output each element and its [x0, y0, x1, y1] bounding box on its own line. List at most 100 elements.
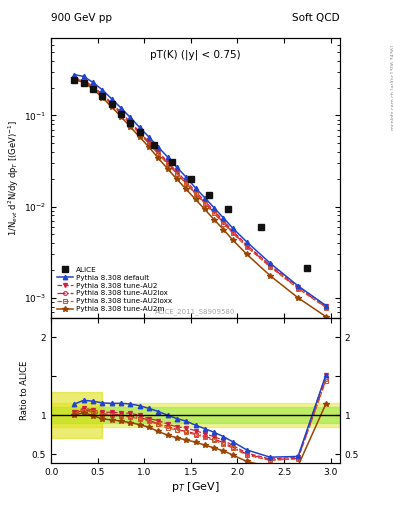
Pythia 8.308 tune-AU2m — [91, 86, 95, 92]
Pythia 8.308 tune-AU2lox — [202, 200, 207, 206]
Pythia 8.308 tune-AU2lox — [91, 84, 95, 90]
Pythia 8.308 tune-AU2 — [100, 91, 105, 97]
ALICE — [81, 80, 86, 87]
Pythia 8.308 tune-AU2lox — [147, 140, 151, 146]
Pythia 8.308 tune-AU2lox — [100, 92, 105, 98]
Pythia 8.308 tune-AU2loxx — [296, 286, 300, 292]
Pythia 8.308 tune-AU2loxx — [221, 221, 226, 227]
Line: Pythia 8.308 tune-AU2lox: Pythia 8.308 tune-AU2lox — [72, 77, 328, 309]
Pythia 8.308 tune-AU2lox — [128, 120, 133, 126]
Pythia 8.308 default — [268, 260, 272, 266]
Pythia 8.308 default — [147, 134, 151, 140]
ALICE — [151, 142, 156, 148]
Pythia 8.308 tune-AU2m — [137, 134, 142, 140]
Line: Pythia 8.308 tune-AU2m: Pythia 8.308 tune-AU2m — [72, 77, 329, 319]
Pythia 8.308 default — [221, 215, 226, 221]
Pythia 8.308 tune-AU2 — [72, 75, 77, 81]
Pythia 8.308 tune-AU2lox — [212, 209, 217, 216]
Pythia 8.308 tune-AU2m — [244, 251, 249, 258]
Pythia 8.308 tune-AU2 — [193, 188, 198, 195]
Pythia 8.308 tune-AU2m — [212, 217, 217, 223]
Y-axis label: Ratio to ALICE: Ratio to ALICE — [20, 361, 29, 420]
Pythia 8.308 tune-AU2loxx — [156, 151, 161, 157]
ALICE — [258, 224, 263, 230]
ALICE — [100, 93, 105, 99]
Pythia 8.308 tune-AU2 — [147, 139, 151, 145]
Pythia 8.308 default — [174, 164, 179, 170]
Pythia 8.308 tune-AU2m — [156, 155, 161, 161]
Pythia 8.308 tune-AU2 — [109, 100, 114, 106]
Legend: ALICE, Pythia 8.308 default, Pythia 8.308 tune-AU2, Pythia 8.308 tune-AU2lox, Py: ALICE, Pythia 8.308 default, Pythia 8.30… — [55, 265, 174, 314]
Pythia 8.308 tune-AU2lox — [184, 180, 189, 186]
Pythia 8.308 default — [323, 303, 328, 309]
Pythia 8.308 tune-AU2loxx — [165, 161, 170, 167]
Pythia 8.308 tune-AU2loxx — [184, 181, 189, 187]
Pythia 8.308 tune-AU2 — [165, 159, 170, 165]
Text: 900 GeV pp: 900 GeV pp — [51, 13, 112, 23]
Pythia 8.308 default — [244, 239, 249, 245]
Pythia 8.308 tune-AU2loxx — [193, 191, 198, 197]
Pythia 8.308 tune-AU2 — [244, 242, 249, 248]
Pythia 8.308 tune-AU2 — [137, 129, 142, 135]
Line: Pythia 8.308 tune-AU2: Pythia 8.308 tune-AU2 — [72, 76, 328, 308]
Pythia 8.308 tune-AU2 — [212, 208, 217, 214]
Pythia 8.308 default — [165, 154, 170, 160]
Pythia 8.308 tune-AU2m — [81, 79, 86, 85]
Bar — [51, 408, 340, 423]
Pythia 8.308 tune-AU2 — [323, 303, 328, 309]
Pythia 8.308 tune-AU2m — [230, 237, 235, 243]
Pythia 8.308 tune-AU2 — [296, 284, 300, 290]
Pythia 8.308 default — [91, 79, 95, 86]
Line: Pythia 8.308 tune-AU2loxx: Pythia 8.308 tune-AU2loxx — [72, 77, 328, 310]
Pythia 8.308 tune-AU2m — [174, 176, 179, 182]
Pythia 8.308 tune-AU2m — [72, 77, 77, 83]
Pythia 8.308 tune-AU2lox — [323, 304, 328, 310]
Pythia 8.308 tune-AU2lox — [109, 101, 114, 107]
ALICE — [91, 86, 95, 92]
ALICE — [305, 265, 310, 271]
Pythia 8.308 default — [296, 283, 300, 289]
Pythia 8.308 tune-AU2 — [202, 198, 207, 204]
Line: ALICE: ALICE — [72, 77, 310, 271]
Pythia 8.308 tune-AU2lox — [244, 243, 249, 249]
Text: Soft QCD: Soft QCD — [292, 13, 340, 23]
Pythia 8.308 tune-AU2 — [268, 262, 272, 268]
Pythia 8.308 tune-AU2m — [221, 226, 226, 232]
X-axis label: p$_T$ [GeV]: p$_T$ [GeV] — [171, 480, 220, 494]
Pythia 8.308 tune-AU2loxx — [100, 93, 105, 99]
Pythia 8.308 tune-AU2lox — [230, 229, 235, 236]
Pythia 8.308 default — [202, 195, 207, 201]
Pythia 8.308 tune-AU2loxx — [244, 244, 249, 250]
Pythia 8.308 default — [100, 87, 105, 93]
Line: Pythia 8.308 default: Pythia 8.308 default — [72, 73, 328, 308]
Pythia 8.308 tune-AU2m — [202, 206, 207, 212]
ALICE — [119, 111, 123, 117]
Pythia 8.308 default — [184, 174, 189, 180]
ALICE — [170, 159, 174, 165]
Pythia 8.308 tune-AU2 — [221, 218, 226, 224]
Pythia 8.308 tune-AU2lox — [268, 263, 272, 269]
Pythia 8.308 tune-AU2loxx — [230, 230, 235, 237]
Pythia 8.308 tune-AU2loxx — [212, 210, 217, 217]
Pythia 8.308 tune-AU2lox — [193, 190, 198, 196]
Pythia 8.308 tune-AU2lox — [81, 78, 86, 84]
Pythia 8.308 tune-AU2m — [184, 186, 189, 193]
Pythia 8.308 tune-AU2m — [165, 166, 170, 172]
Pythia 8.308 tune-AU2lox — [137, 130, 142, 136]
Pythia 8.308 default — [81, 73, 86, 79]
Pythia 8.308 tune-AU2 — [184, 178, 189, 184]
Pythia 8.308 default — [72, 72, 77, 78]
Pythia 8.308 tune-AU2m — [100, 95, 105, 101]
Pythia 8.308 default — [156, 144, 161, 150]
Pythia 8.308 tune-AU2m — [128, 124, 133, 130]
Pythia 8.308 tune-AU2lox — [119, 111, 123, 117]
Pythia 8.308 tune-AU2m — [296, 295, 300, 301]
Pythia 8.308 default — [230, 225, 235, 231]
Pythia 8.308 tune-AU2m — [119, 114, 123, 120]
Pythia 8.308 tune-AU2loxx — [72, 76, 77, 82]
Pythia 8.308 default — [212, 205, 217, 211]
Pythia 8.308 tune-AU2loxx — [91, 84, 95, 91]
Pythia 8.308 default — [128, 114, 133, 120]
ALICE — [72, 77, 77, 83]
Pythia 8.308 tune-AU2loxx — [81, 78, 86, 84]
